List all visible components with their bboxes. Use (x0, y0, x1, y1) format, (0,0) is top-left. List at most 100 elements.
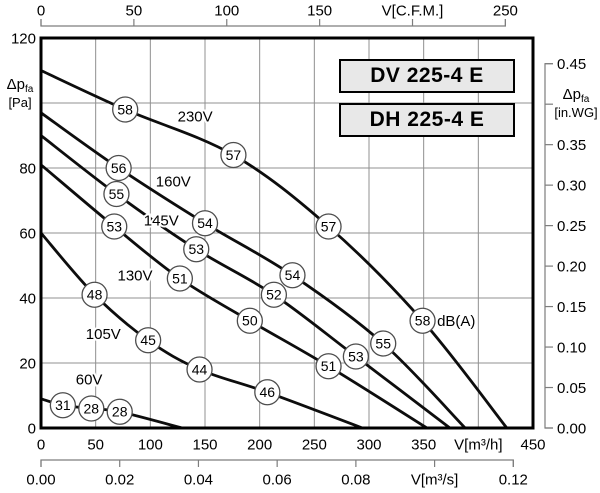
db-badge-value: 53 (188, 241, 204, 257)
plot-border (39, 36, 535, 430)
db-badge-circle (78, 395, 105, 422)
db-badge-value: 57 (226, 147, 242, 163)
model-box-dv-label: DV 225-4 E (370, 64, 484, 87)
db-badge-value: 51 (321, 358, 337, 374)
db-unit-label: dB(A) (437, 313, 475, 330)
tick-label-cfm: 50 (126, 2, 143, 19)
db-badge-value: 28 (112, 404, 128, 420)
tick-label-pa: 40 (19, 290, 36, 307)
tick-label-inwg: 0.30 (557, 177, 586, 194)
tick-label-inwg: 0.25 (557, 218, 586, 235)
db-badge-value: 44 (192, 361, 208, 377)
db-badge-value: 55 (375, 335, 391, 351)
tick-label-pa: 0 (28, 420, 36, 437)
db-badge-value: 57 (321, 218, 337, 234)
db-badge-circle (134, 327, 162, 354)
left-axis-unit-label: Δpfa [Pa] (0, 76, 40, 110)
db-badge-circle (186, 356, 213, 383)
db-badge-circle (315, 353, 342, 380)
db-badge-value: 48 (87, 287, 103, 303)
tick-label-pa: 80 (19, 160, 36, 177)
tick-label-m3h: 0 (37, 436, 45, 453)
db-badge-circle (236, 307, 263, 334)
db-badge-circle (191, 210, 219, 237)
db-badge-circle (81, 281, 108, 308)
db-badge-circle (166, 265, 194, 292)
left-axis-unit-text: [Pa] (8, 94, 32, 110)
tick-label-inwg: 0.35 (557, 137, 586, 154)
db-badge-value: 54 (285, 267, 301, 283)
delta-p-subscript: fa (25, 84, 34, 95)
db-badge-circle (342, 343, 370, 370)
tick-label-cfm: V[C.F.M.] (382, 2, 444, 19)
tick-label-cfm: 150 (307, 2, 332, 19)
delta-p-text: Δp (6, 76, 26, 93)
voltage-label-160V: 160V (156, 173, 191, 190)
tick-label-m3h: V[m³/h] (454, 436, 502, 453)
model-box-dh-label: DH 225-4 E (369, 108, 485, 131)
db-badge-value: 54 (197, 215, 213, 231)
tick-label-cfm: 250 (493, 2, 518, 19)
db-badge-circle (370, 330, 397, 357)
top-axis-bracket (40, 19, 506, 27)
tick-label-m3s: 0.12 (499, 471, 528, 488)
db-badge-circle (254, 379, 281, 406)
delta-p-subscript: fa (581, 94, 590, 105)
tick-label-m3h: 150 (192, 436, 217, 453)
tick-label-m3s: 0.06 (263, 471, 292, 488)
db-badge-value: 45 (140, 332, 156, 348)
tick-label-m3h: 450 (520, 436, 545, 453)
top-cfm-axis: 0 50 100 150 V[C.F.M.] 250 (37, 2, 518, 27)
db-badge-value: 53 (348, 348, 364, 364)
db-badge-value: 46 (260, 384, 276, 400)
tick-label-cfm: 100 (214, 2, 239, 19)
fan-curve-160V (40, 111, 467, 429)
db-badge-value: 55 (109, 186, 125, 202)
db-badge-value: 58 (117, 101, 133, 117)
db-badge-value: 31 (55, 397, 71, 413)
tick-label-m3s: 0.02 (105, 471, 134, 488)
tick-label-m3h: 300 (356, 436, 381, 453)
tick-label-m3s: V[m³/s] (411, 471, 459, 488)
delta-p-text: Δp (562, 86, 582, 103)
db-badge-circle (106, 398, 133, 425)
voltage-label-230V: 230V (178, 108, 213, 125)
tick-label-inwg: 0.10 (557, 339, 586, 356)
tick-label-pa: 60 (19, 225, 36, 242)
db-badge-value: 52 (266, 287, 282, 303)
right-axis-symbol: Δpfa (552, 86, 600, 106)
db-badge-circle (315, 213, 342, 240)
db-badge-circle (260, 281, 288, 308)
tick-label-m3h: 100 (138, 436, 163, 453)
left-axis-ticks: 0 20 40 60 80 120 (11, 30, 36, 437)
db-badge-circle (49, 392, 77, 419)
db-badge-circle (112, 96, 139, 123)
db-badge-value: 50 (242, 313, 258, 329)
db-badge-circle (409, 307, 436, 334)
tick-label-m3s: 0.00 (26, 471, 55, 488)
bottom-m3s-axis: 0.00 0.02 0.04 0.06 0.08 V[m³/s] 0.12 (26, 459, 528, 488)
voltage-labels: 230V 160V 145V 130V 105V 60V (74, 106, 215, 390)
tick-label-inwg: 0.15 (557, 299, 586, 316)
tick-label-cfm: 0 (37, 2, 45, 19)
tick-label-m3s: 0.04 (184, 471, 213, 488)
tick-label-m3h: 200 (247, 436, 272, 453)
right-axis-unit-text: [in.WG] (554, 104, 598, 120)
bottom-axis-ticks: 0 50 100 150 200 250 300 350 V[m³/h] 450 (37, 436, 546, 453)
right-inwg-axis: 0.45 0.35 0.30 0.25 0.20 0.15 0.10 0.05 0.00 (544, 56, 586, 437)
db-badge-value: 53 (106, 218, 122, 234)
model-box-dv: DV 225-4 E (339, 59, 515, 93)
db-badge-value: 56 (111, 160, 127, 176)
db-badge-circle (220, 141, 247, 169)
tick-label-m3h: 250 (302, 436, 327, 453)
model-box-dh: DH 225-4 E (339, 103, 515, 137)
db-badge-value: 58 (415, 313, 431, 329)
tick-label-inwg: 0.00 (557, 420, 586, 437)
db-badge-circle (105, 154, 132, 182)
db-badge-value: 51 (172, 270, 188, 286)
db-badge-circle (279, 262, 306, 289)
right-axis-unit-label: Δpfa [in.WG] (552, 86, 600, 120)
left-axis-symbol: Δpfa (0, 76, 40, 96)
tick-label-m3h: 350 (411, 436, 436, 453)
